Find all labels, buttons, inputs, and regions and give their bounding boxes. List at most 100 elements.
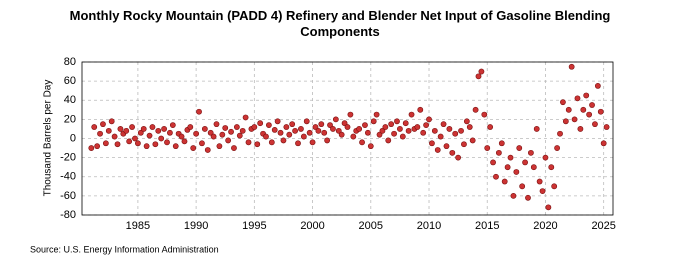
data-point bbox=[164, 139, 170, 146]
data-point bbox=[219, 131, 226, 138]
data-point bbox=[592, 121, 598, 128]
data-point bbox=[519, 183, 526, 190]
data-point bbox=[560, 99, 566, 106]
data-point bbox=[469, 137, 476, 144]
data-point bbox=[251, 124, 258, 130]
data-point bbox=[228, 128, 234, 135]
data-point bbox=[507, 154, 514, 161]
y-tick-label: -60 bbox=[60, 190, 76, 202]
data-point bbox=[539, 188, 546, 194]
data-point bbox=[201, 126, 208, 132]
data-point bbox=[431, 127, 438, 134]
data-point bbox=[391, 130, 397, 137]
data-point bbox=[289, 121, 296, 128]
data-point bbox=[504, 164, 511, 171]
data-point bbox=[102, 140, 109, 147]
x-tick-label: 2020 bbox=[533, 220, 557, 232]
data-point bbox=[312, 124, 319, 130]
data-point bbox=[446, 126, 453, 132]
data-point bbox=[501, 178, 508, 185]
data-point bbox=[134, 140, 141, 147]
data-point bbox=[332, 116, 339, 123]
data-point bbox=[321, 129, 328, 136]
data-point bbox=[100, 121, 106, 128]
data-point bbox=[350, 133, 357, 140]
y-tick-label: 20 bbox=[64, 113, 76, 125]
data-point bbox=[449, 149, 456, 156]
data-point bbox=[94, 143, 101, 150]
data-point bbox=[327, 122, 333, 129]
data-point bbox=[231, 145, 237, 151]
data-point bbox=[461, 141, 467, 148]
data-point bbox=[155, 127, 162, 134]
data-point bbox=[239, 127, 246, 134]
data-point bbox=[181, 138, 188, 145]
data-point bbox=[204, 147, 211, 153]
data-point bbox=[265, 122, 272, 129]
data-point bbox=[429, 140, 435, 147]
x-tick-label: 2005 bbox=[359, 220, 383, 232]
data-point bbox=[498, 140, 505, 147]
data-point bbox=[117, 126, 124, 132]
y-tick-label: -40 bbox=[60, 171, 76, 183]
data-point bbox=[580, 106, 587, 113]
data-point bbox=[298, 126, 304, 132]
data-point bbox=[402, 120, 409, 127]
data-point bbox=[583, 92, 590, 99]
x-tick-label: 1995 bbox=[242, 220, 266, 232]
x-tick-label: 2000 bbox=[300, 220, 324, 232]
y-axis-label: Thousand Barrels per Day bbox=[43, 80, 54, 197]
data-point bbox=[440, 121, 447, 128]
data-point bbox=[225, 137, 232, 144]
data-point bbox=[367, 143, 374, 150]
data-point bbox=[167, 129, 173, 136]
data-point bbox=[382, 124, 389, 130]
y-tick-label: -20 bbox=[60, 152, 76, 164]
data-point bbox=[216, 143, 223, 150]
data-point bbox=[423, 122, 430, 129]
y-tick-label: 0 bbox=[70, 132, 76, 144]
data-point bbox=[271, 126, 278, 133]
data-point bbox=[309, 139, 316, 146]
data-point bbox=[551, 183, 558, 190]
data-point bbox=[347, 111, 354, 118]
data-point bbox=[364, 129, 371, 136]
data-point bbox=[161, 126, 167, 132]
data-point bbox=[158, 135, 165, 142]
data-point bbox=[257, 120, 264, 127]
data-point bbox=[557, 130, 563, 137]
data-point bbox=[545, 204, 552, 211]
x-tick-label: 2010 bbox=[417, 220, 441, 232]
data-point bbox=[318, 121, 325, 128]
data-point bbox=[190, 145, 197, 151]
data-point bbox=[475, 73, 482, 80]
data-point bbox=[338, 131, 345, 138]
data-point bbox=[554, 145, 561, 151]
data-point bbox=[324, 137, 331, 144]
data-point bbox=[207, 129, 214, 136]
data-point bbox=[152, 141, 159, 148]
data-point bbox=[443, 143, 450, 150]
data-point bbox=[568, 63, 575, 70]
data-point bbox=[603, 124, 610, 130]
data-point bbox=[126, 138, 133, 145]
data-point bbox=[562, 118, 569, 125]
data-point bbox=[359, 139, 365, 146]
data-point bbox=[370, 118, 377, 125]
data-point bbox=[330, 126, 336, 132]
data-point bbox=[283, 124, 290, 130]
data-point bbox=[172, 143, 179, 150]
data-point bbox=[397, 126, 403, 132]
data-point bbox=[452, 130, 459, 137]
data-point bbox=[373, 111, 380, 118]
data-point bbox=[495, 149, 502, 156]
data-point bbox=[385, 137, 392, 144]
data-point bbox=[586, 111, 593, 118]
y-tick-label: 40 bbox=[64, 94, 76, 106]
y-tick-label: 60 bbox=[64, 75, 76, 87]
plot-frame bbox=[81, 61, 614, 216]
data-point bbox=[458, 127, 464, 134]
data-point bbox=[472, 106, 479, 113]
data-point bbox=[577, 126, 584, 132]
data-point bbox=[379, 127, 386, 134]
